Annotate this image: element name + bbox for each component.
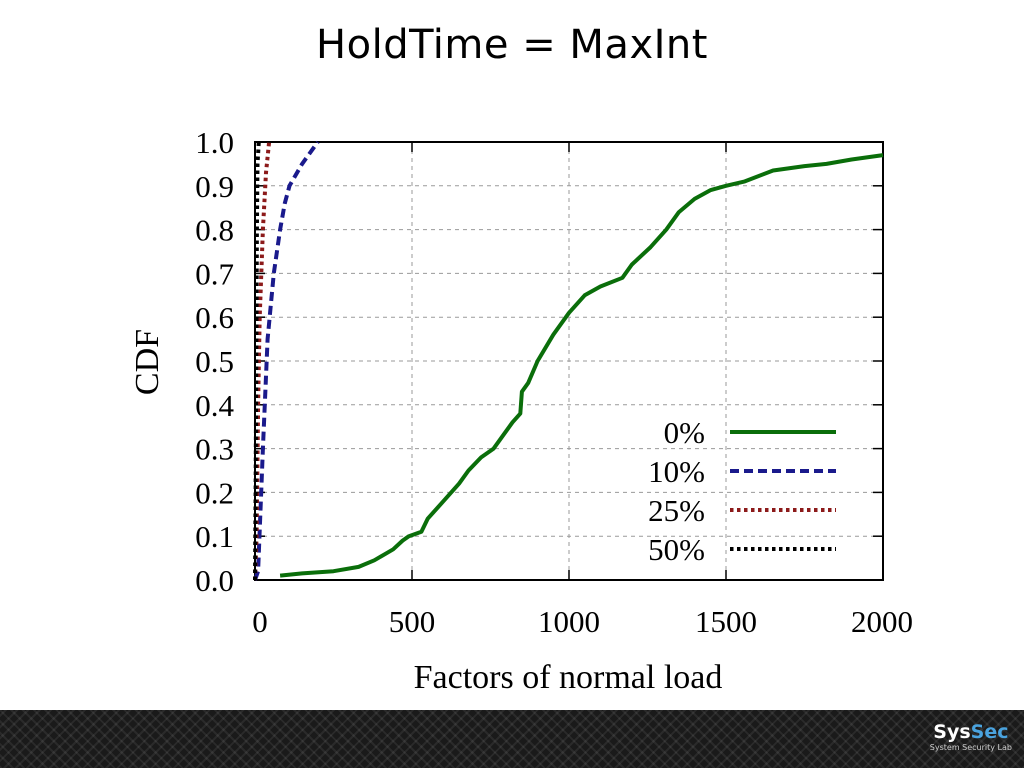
- series-layer: [253, 140, 884, 581]
- footer-bar: SysSec System Security Lab: [0, 710, 1024, 768]
- y-tick-label: 0.2: [195, 475, 234, 510]
- legend-label: 0%: [664, 415, 705, 450]
- slide-title: HoldTime = MaxInt: [316, 22, 708, 68]
- series-line-0: [279, 153, 884, 578]
- axes-layer: 0.0 0.1 0.2 0.3 0.4 0.5 0.6 0.7 0.8 0.9 1.0 0 500 100…: [195, 125, 913, 639]
- cdf-chart: 0.0 0.1 0.2 0.3 0.4 0.5 0.6 0.7 0.8 0.9 1.0 0 500 100…: [129, 125, 913, 696]
- legend-label: 10%: [648, 454, 705, 489]
- y-tick-label: 1.0: [195, 125, 234, 160]
- y-tick-label: 0.7: [195, 256, 234, 291]
- y-tick-label: 0.0: [195, 563, 234, 598]
- y-tick-label: 0.9: [195, 169, 234, 204]
- y-tick-label: 0.4: [195, 388, 234, 423]
- y-tick-label: 0.1: [195, 519, 234, 554]
- y-tick-label: 0.5: [195, 344, 234, 379]
- series-line-3: [253, 141, 261, 581]
- syssec-logo: SysSec System Security Lab: [930, 722, 1012, 753]
- y-tick-label: 0.3: [195, 432, 234, 467]
- legend-label: 50%: [648, 532, 705, 567]
- y-axis-label: CDF: [129, 329, 166, 395]
- x-tick-label: 1000: [538, 604, 600, 639]
- logo-text-sec: Sec: [970, 721, 1009, 743]
- x-tick-label: 2000: [851, 604, 913, 639]
- legend: 0% 10% 25% 50%: [648, 415, 836, 567]
- logo-subtitle: System Security Lab: [929, 743, 1012, 752]
- series-line-1: [253, 140, 320, 581]
- y-tick-label: 0.6: [195, 300, 234, 335]
- x-axis-label: Factors of normal load: [414, 659, 723, 696]
- x-tick-label: 500: [389, 604, 436, 639]
- y-tick-label: 0.8: [195, 213, 234, 248]
- logo-text-sys: Sys: [933, 721, 971, 743]
- legend-label: 25%: [648, 493, 705, 528]
- grid-layer: [255, 142, 883, 580]
- x-tick-label: 1500: [695, 604, 757, 639]
- x-tick-label: 0: [252, 604, 268, 639]
